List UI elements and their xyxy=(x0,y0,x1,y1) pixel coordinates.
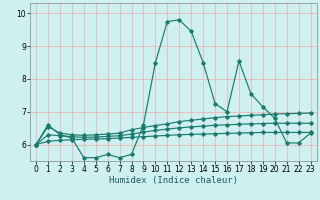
X-axis label: Humidex (Indice chaleur): Humidex (Indice chaleur) xyxy=(109,176,238,185)
